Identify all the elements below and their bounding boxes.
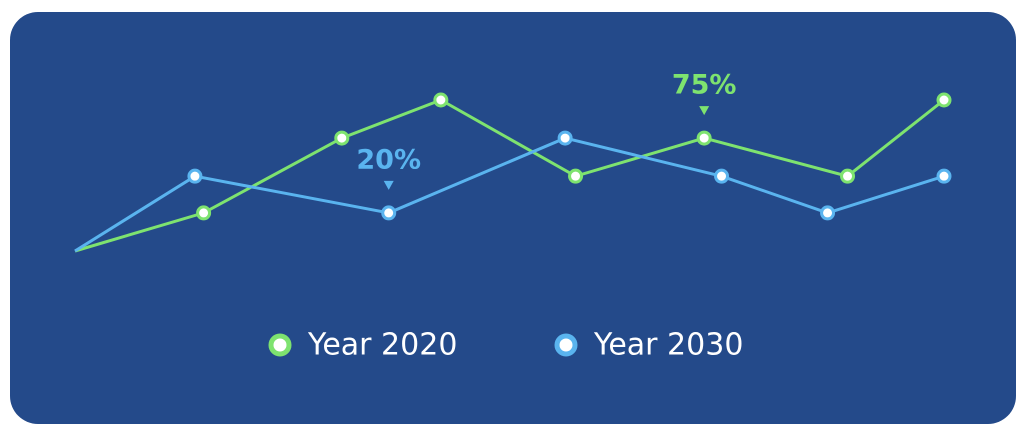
- point: [936, 92, 952, 108]
- point: [557, 130, 573, 146]
- point: [433, 92, 449, 108]
- point: [714, 168, 730, 184]
- legend-label: Year 2030: [593, 328, 743, 363]
- legend-marker: [554, 333, 578, 357]
- point: [381, 205, 397, 221]
- annotation: 75%: [672, 70, 737, 101]
- series-line: [74, 98, 945, 253]
- legend-marker: [268, 333, 292, 357]
- point: [936, 168, 952, 184]
- legend-label: Year 2020: [307, 328, 457, 363]
- point: [568, 168, 584, 184]
- annotation-arrow: [383, 180, 394, 190]
- annotation: 20%: [356, 144, 421, 175]
- point: [196, 205, 212, 221]
- annotation-arrow: [699, 106, 710, 116]
- point: [696, 130, 712, 146]
- point: [334, 130, 350, 146]
- point: [840, 168, 856, 184]
- point: [820, 205, 836, 221]
- point: [187, 168, 203, 184]
- card: [10, 12, 1016, 424]
